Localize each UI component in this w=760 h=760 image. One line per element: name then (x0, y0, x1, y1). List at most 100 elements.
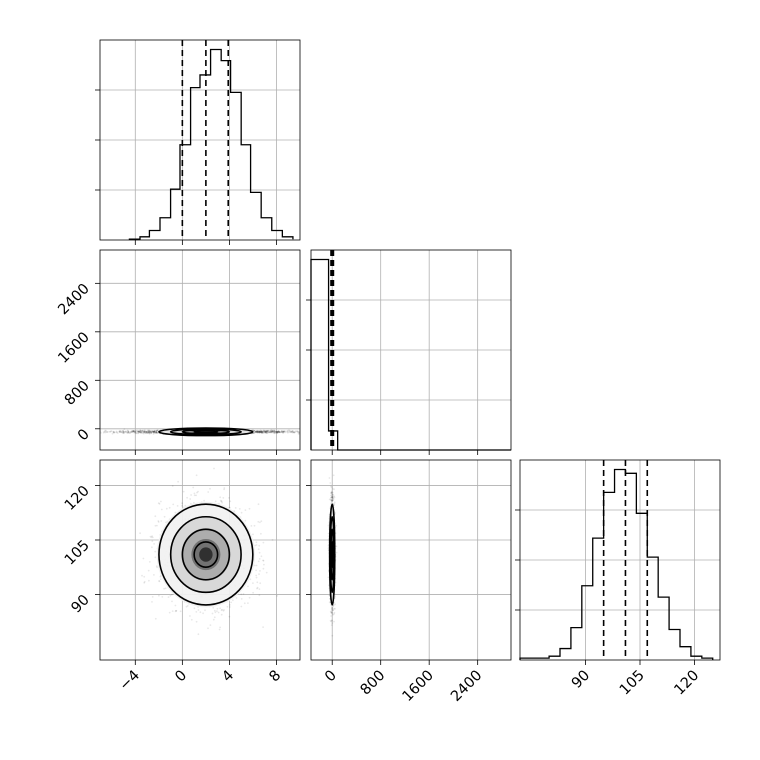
sample-point (280, 429, 283, 432)
sample-point (157, 429, 159, 431)
sample-point (276, 431, 278, 433)
sample-point (293, 431, 295, 433)
sample-point (151, 601, 153, 603)
sample-point (282, 430, 285, 433)
sample-point (113, 431, 116, 434)
sample-point (221, 608, 224, 611)
sample-point (119, 429, 121, 432)
sample-point (265, 430, 267, 432)
sample-point (213, 616, 216, 619)
sample-point (263, 429, 265, 432)
sample-point (290, 431, 293, 433)
sample-point (148, 561, 151, 563)
sample-point (140, 431, 143, 434)
sample-point (143, 429, 146, 431)
sample-point (313, 430, 315, 432)
sample-point (195, 494, 198, 497)
sample-point (148, 429, 150, 432)
sample-point (181, 505, 183, 507)
sample-point (146, 431, 149, 434)
sample-point (152, 430, 155, 433)
sample-point (138, 431, 141, 433)
sample-point (261, 431, 263, 434)
sample-point (313, 431, 315, 433)
sample-point (294, 430, 297, 433)
sample-point (318, 432, 320, 434)
sample-point (253, 524, 256, 527)
sample-point (333, 503, 336, 505)
sample-point (135, 432, 137, 435)
sample-point (289, 430, 291, 433)
sample-point (137, 431, 140, 433)
sample-point (214, 611, 217, 614)
sample-point (151, 430, 154, 432)
sample-point (96, 431, 98, 433)
sample-point (167, 596, 170, 598)
sample-point (252, 582, 254, 584)
sample-point (331, 634, 334, 637)
sample-point (157, 502, 160, 504)
sample-point (297, 432, 300, 435)
sample-point (257, 431, 260, 434)
sample-point (262, 429, 265, 432)
sample-point (290, 430, 293, 433)
sample-point (145, 430, 148, 433)
sample-point (131, 431, 133, 433)
sample-point (261, 430, 264, 433)
sample-point (259, 431, 262, 433)
sample-point (90, 432, 92, 434)
sample-point (275, 430, 278, 433)
sample-point (174, 604, 177, 607)
sample-point (139, 431, 142, 434)
sample-point (146, 431, 149, 434)
sample-point (265, 431, 267, 434)
sample-point (263, 431, 265, 433)
sample-point (258, 588, 261, 590)
sample-point (97, 431, 99, 433)
sample-point (126, 432, 129, 434)
sample-point (158, 580, 161, 582)
sample-point (334, 512, 337, 514)
sample-point (143, 430, 146, 433)
sample-point (123, 432, 125, 435)
sample-point (259, 431, 261, 433)
sample-point (184, 504, 187, 507)
sample-point (143, 430, 146, 433)
sample-point (154, 432, 157, 434)
sample-point (270, 431, 273, 434)
sample-point (149, 535, 152, 538)
sample-point (330, 485, 332, 488)
sample-point (248, 596, 251, 599)
sample-point (257, 503, 260, 506)
sample-point (272, 430, 274, 433)
sample-point (111, 432, 114, 435)
sample-point (154, 431, 157, 433)
sample-point (126, 430, 129, 432)
sample-point (258, 431, 260, 434)
sample-point (256, 587, 258, 590)
sample-point (301, 431, 303, 433)
sample-point (260, 430, 263, 433)
sample-point (119, 430, 122, 433)
sample-point (260, 431, 262, 433)
sample-point (260, 430, 263, 433)
sample-point (280, 430, 283, 433)
sample-point (148, 430, 150, 433)
sample-point (207, 627, 209, 630)
sample-point (174, 610, 177, 613)
sample-point (262, 626, 264, 628)
sample-point (157, 521, 160, 523)
sample-point (261, 430, 264, 433)
sample-point (126, 429, 129, 432)
sample-point (153, 574, 155, 576)
sample-point (152, 430, 155, 433)
sample-point (301, 576, 303, 578)
sample-point (207, 491, 210, 493)
sample-point (139, 532, 142, 535)
sample-point (108, 430, 111, 433)
sample-point (213, 609, 216, 612)
sample-point (134, 431, 137, 433)
sample-point (154, 430, 157, 433)
sample-point (257, 431, 260, 433)
sample-point (230, 601, 233, 604)
